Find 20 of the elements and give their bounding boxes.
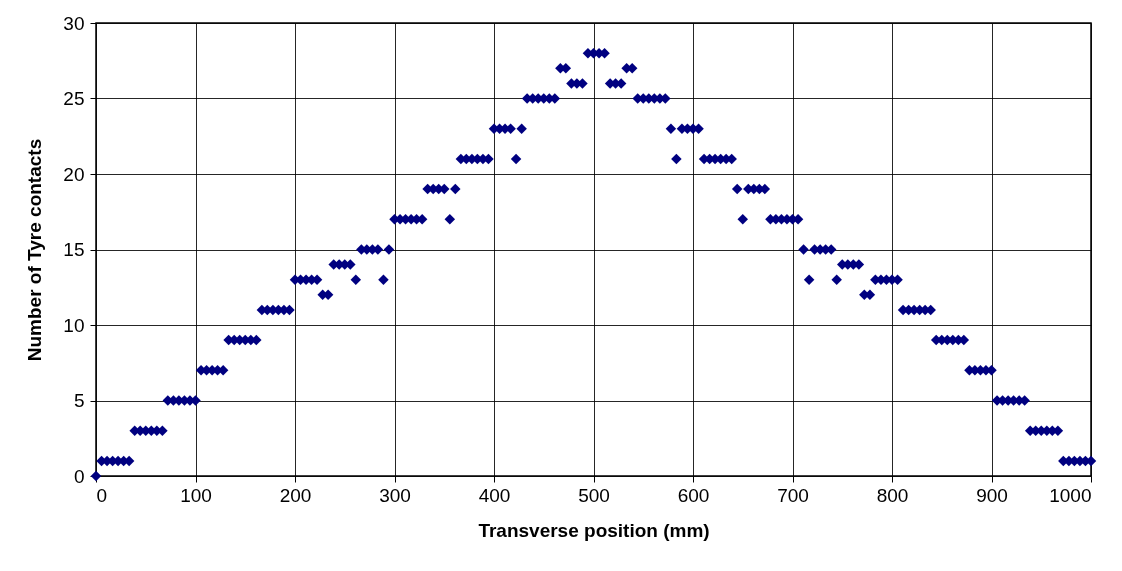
x-tick-label: 300 bbox=[379, 484, 411, 506]
x-tick-label: 100 bbox=[180, 484, 212, 506]
x-tick-label: 600 bbox=[677, 484, 710, 506]
y-tick-label: 15 bbox=[63, 239, 85, 260]
x-axis-title: Transverse position (mm) bbox=[478, 519, 710, 541]
y-tick-label: 10 bbox=[63, 314, 85, 336]
x-tick-label: 900 bbox=[976, 484, 1008, 506]
x-tick-label: 200 bbox=[279, 484, 312, 506]
y-tick-label: 20 bbox=[63, 163, 85, 185]
y-tick-label: 5 bbox=[73, 390, 85, 411]
x-tick-label: 700 bbox=[777, 484, 809, 506]
x-tick-label: 0 bbox=[96, 484, 108, 506]
x-tick-label: 1000 bbox=[1049, 484, 1092, 506]
x-tick-label: 800 bbox=[876, 484, 909, 506]
y-tick-label: 30 bbox=[63, 12, 85, 34]
x-tick-label: 400 bbox=[478, 484, 511, 506]
y-axis-title: Number of Tyre contacts bbox=[24, 138, 46, 362]
x-tick-label: 500 bbox=[578, 484, 610, 506]
y-tick-label: 0 bbox=[73, 465, 85, 487]
y-tick-label: 25 bbox=[63, 88, 85, 109]
